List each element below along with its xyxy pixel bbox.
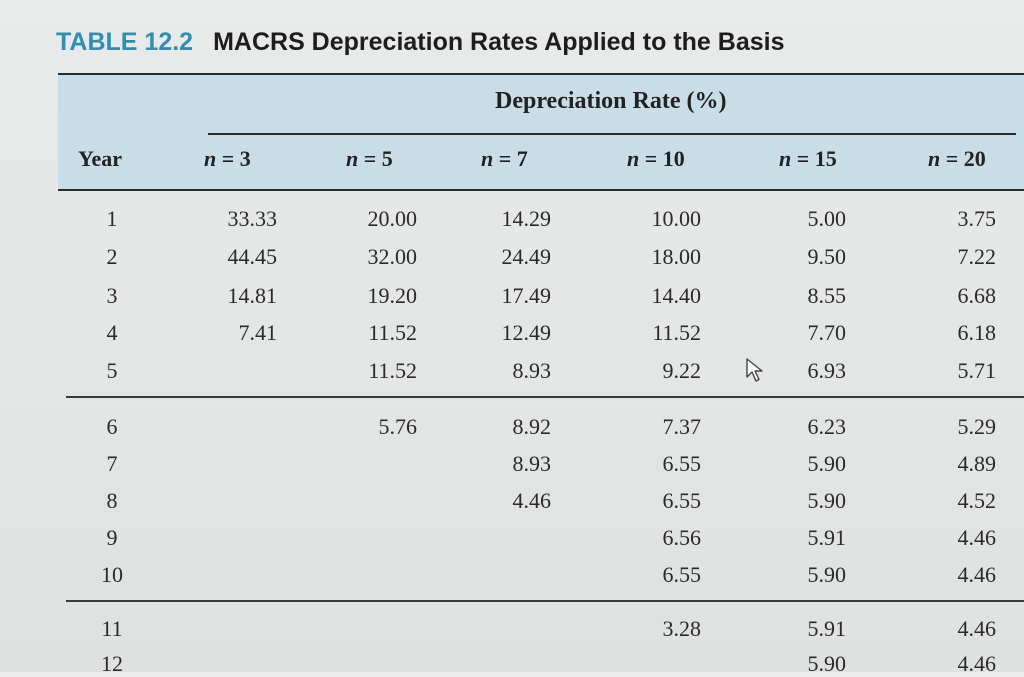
rate-cell: 44.45 — [227, 244, 278, 269]
rate-cell: 9.50 — [807, 244, 847, 269]
group-separator — [66, 600, 1024, 602]
group-header: Depreciation Rate (%) — [495, 88, 727, 114]
rate-cell: 6.23 — [807, 414, 847, 439]
rate-cell: 9.22 — [662, 358, 702, 383]
rate-cell: 6.55 — [662, 451, 702, 476]
rate-cell: 5.29 — [957, 414, 997, 439]
rate-cell: 5.90 — [807, 651, 847, 676]
column-header: n = 7 — [481, 146, 528, 171]
year-cell: 12 — [101, 651, 123, 676]
year-cell: 1 — [106, 206, 118, 231]
rate-cell: 4.46 — [957, 651, 997, 676]
rate-cell: 17.49 — [501, 283, 552, 308]
rate-cell: 5.90 — [807, 451, 847, 476]
rate-cell: 14.40 — [651, 283, 702, 308]
column-header: n = 10 — [627, 146, 685, 171]
year-cell: 10 — [101, 562, 123, 587]
rate-cell: 6.56 — [662, 525, 702, 550]
rate-cell: 11.52 — [368, 320, 417, 345]
rate-cell: 5.76 — [378, 414, 418, 439]
year-cell: 6 — [106, 414, 118, 439]
rate-cell: 11.52 — [368, 358, 417, 383]
rate-cell: 7.22 — [957, 244, 997, 269]
rate-cell: 33.33 — [227, 206, 278, 231]
rate-cell: 6.68 — [957, 283, 997, 308]
rate-cell: 4.46 — [957, 525, 997, 550]
rate-cell: 3.28 — [662, 616, 702, 641]
year-cell: 9 — [106, 525, 118, 550]
year-cell: 7 — [106, 451, 118, 476]
rate-cell: 24.49 — [501, 244, 552, 269]
rate-cell: 18.00 — [651, 244, 702, 269]
year-cell: 8 — [106, 488, 118, 513]
rate-cell: 3.75 — [957, 206, 997, 231]
column-header: n = 15 — [779, 146, 837, 171]
rate-cell: 7.41 — [238, 320, 278, 345]
rate-cell: 4.46 — [957, 616, 997, 641]
rate-cell: 14.81 — [227, 283, 278, 308]
year-cell: 4 — [106, 320, 118, 345]
rate-cell: 7.70 — [807, 320, 847, 345]
rate-cell: 4.52 — [957, 488, 997, 513]
column-header: n = 5 — [346, 146, 393, 171]
rate-cell: 4.46 — [512, 488, 552, 513]
mouse-pointer-icon — [746, 358, 763, 382]
rate-cell: 32.00 — [367, 244, 418, 269]
rate-cell: 5.91 — [807, 616, 847, 641]
rate-cell: 5.00 — [807, 206, 847, 231]
group-separator — [66, 396, 1024, 398]
rate-cell: 5.91 — [807, 525, 847, 550]
rate-cell: 6.93 — [807, 358, 847, 383]
rate-cell: 10.00 — [651, 206, 702, 231]
year-cell: 5 — [106, 358, 118, 383]
rate-cell: 5.90 — [807, 488, 847, 513]
rate-cell: 6.55 — [662, 488, 702, 513]
year-cell: 2 — [106, 244, 118, 269]
rate-cell: 6.18 — [957, 320, 997, 345]
year-cell: 11 — [101, 616, 123, 641]
rate-cell: 5.71 — [957, 358, 997, 383]
rate-cell: 8.92 — [512, 414, 552, 439]
rate-cell: 4.46 — [957, 562, 997, 587]
rate-cell: 8.55 — [807, 283, 847, 308]
rate-cell: 8.93 — [512, 358, 552, 383]
rate-cell: 4.89 — [957, 451, 997, 476]
rate-cell: 12.49 — [501, 320, 552, 345]
column-header: n = 3 — [204, 146, 251, 171]
rate-cell: 5.90 — [807, 562, 847, 587]
rate-cell: 7.37 — [662, 414, 702, 439]
rate-cell: 14.29 — [501, 206, 552, 231]
table-header-band — [58, 73, 1024, 191]
rate-cell: 11.52 — [652, 320, 701, 345]
table-caption: MACRS Depreciation Rates Applied to the … — [213, 28, 785, 56]
group-header-rule — [208, 133, 1016, 135]
table-number: TABLE 12.2 — [56, 28, 194, 56]
year-cell: 3 — [106, 283, 118, 308]
rate-cell: 19.20 — [367, 283, 418, 308]
year-column-header: Year — [78, 146, 122, 171]
rate-cell: 20.00 — [367, 206, 418, 231]
rate-cell: 8.93 — [512, 451, 552, 476]
rate-cell: 6.55 — [662, 562, 702, 587]
column-header: n = 20 — [928, 146, 986, 171]
table-title: TABLE 12.2 MACRS Depreciation Rates Appli… — [56, 28, 784, 57]
